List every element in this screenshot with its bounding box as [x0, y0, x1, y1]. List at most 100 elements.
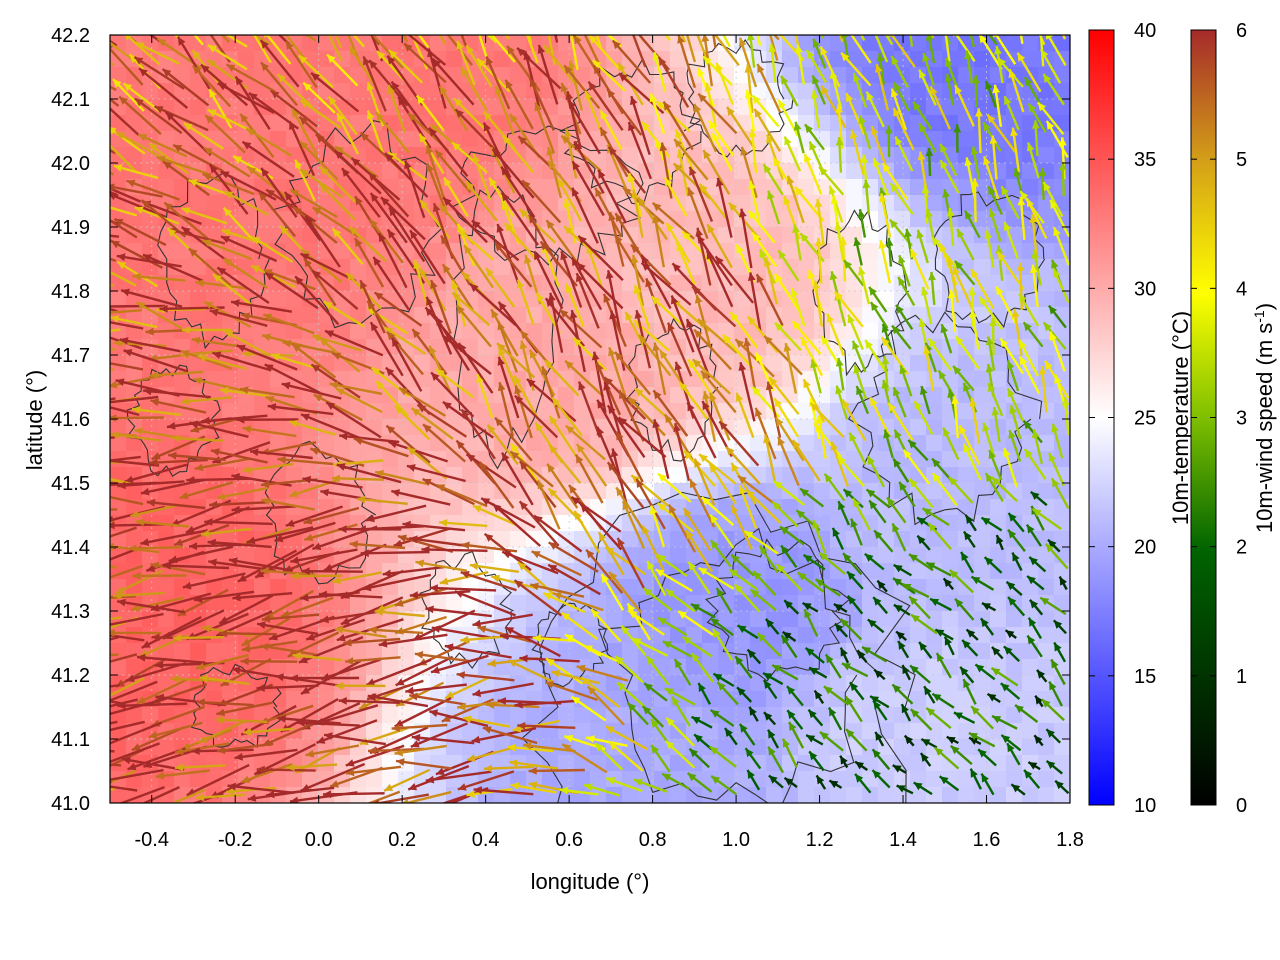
- wind-vector-head: [812, 38, 820, 48]
- wind-vector-head: [784, 136, 792, 146]
- temperature-cell: [974, 483, 991, 500]
- temperature-cell: [558, 691, 575, 708]
- temperature-cell: [206, 755, 223, 772]
- wind-vector-head: [385, 153, 394, 162]
- wind-vector-head: [939, 243, 947, 253]
- wind-vector-head: [549, 445, 558, 454]
- temperature-cell: [942, 451, 959, 468]
- wind-vector-shaft: [110, 185, 163, 198]
- wind-vector-head: [608, 347, 616, 357]
- temperature-cell: [814, 387, 831, 404]
- wind-vector-head: [518, 0, 526, 8]
- temperature-cell: [574, 707, 591, 724]
- wind-vector-head: [575, 14, 582, 23]
- wind-vector-head: [866, 489, 876, 498]
- temperature-cell: [142, 579, 159, 596]
- wind-vector-head: [135, 42, 145, 50]
- wind-vector-head: [55, 436, 63, 444]
- temperature-cell: [798, 35, 815, 52]
- wind-vector-head: [1003, 222, 1012, 231]
- wind-vector-shaft: [126, 179, 180, 201]
- temperature-cell: [638, 195, 655, 212]
- wind-vector-shaft: [110, 416, 164, 420]
- wind-vector-head: [1001, 186, 1009, 196]
- wind-vector-head: [338, 525, 347, 533]
- wind-vector-head: [803, 379, 811, 389]
- temperature-cell: [1022, 179, 1039, 196]
- wind-vector-shaft: [172, 143, 225, 173]
- temperature-cell: [702, 291, 719, 308]
- wind-vector-head: [600, 127, 608, 137]
- wind-vector-head: [930, 86, 938, 96]
- wind-vector-head: [398, 534, 407, 543]
- wind-vector-shaft: [697, 92, 738, 135]
- wind-vector-head: [573, 35, 582, 45]
- temperature-cell: [526, 179, 543, 196]
- temperature-cell: [1022, 595, 1039, 612]
- temperature-cell: [238, 435, 255, 452]
- wind-vector-shaft: [740, 146, 758, 199]
- temperature-cell: [206, 611, 223, 628]
- wind-vector-shaft: [753, 108, 782, 152]
- temperature-cell: [862, 35, 879, 52]
- wind-vector-shaft: [652, 389, 689, 437]
- wind-vector-head: [325, 330, 335, 338]
- wind-vector-shaft: [216, 486, 270, 500]
- temperature-cell: [798, 675, 815, 692]
- wind-vector-head: [301, 249, 311, 258]
- wind-vector-shaft: [222, 257, 269, 289]
- wind-vector-head: [800, 488, 809, 497]
- wind-vector-head: [355, 238, 363, 248]
- wind-vector-shaft: [593, 351, 607, 413]
- wind-vector-shaft: [490, 35, 516, 63]
- temperature-cell: [974, 723, 991, 740]
- wind-vector-head: [304, 533, 314, 542]
- wind-vector-head: [715, 177, 724, 187]
- wind-vector-head: [658, 473, 667, 482]
- wind-vector-head: [441, 235, 449, 245]
- temperature-cell: [734, 611, 751, 628]
- temperature-cell: [798, 787, 815, 803]
- wind-vector-head: [421, 545, 430, 554]
- wind-vector-head: [608, 146, 617, 156]
- temperature-cell: [1022, 563, 1039, 580]
- temperature-cell: [462, 195, 479, 212]
- temperature-cell: [430, 259, 447, 276]
- wind-vector-shaft: [304, 35, 317, 42]
- wind-vector-head: [932, 237, 941, 246]
- wind-vector-head: [455, 109, 464, 118]
- wind-vector-shaft: [541, 365, 561, 419]
- temperature-cell: [430, 435, 447, 452]
- wind-vector-shaft: [277, 35, 291, 46]
- wind-vector-shaft: [492, 503, 541, 547]
- temperature-cell: [350, 691, 367, 708]
- wind-vector-shaft: [567, 99, 601, 155]
- temperature-cell: [990, 515, 1007, 532]
- temperature-cell: [734, 163, 751, 180]
- wind-vector-head: [702, 391, 710, 400]
- wind-vector-shaft: [360, 550, 430, 555]
- wind-vector-head: [881, 380, 890, 389]
- wind-vector-shaft: [739, 362, 756, 422]
- temperature-cell: [462, 131, 479, 148]
- wind-vector-head: [874, 64, 883, 73]
- temperature-cell: [478, 227, 495, 244]
- temperature-cell: [558, 755, 575, 772]
- wind-vector-head: [417, 404, 427, 413]
- temperature-cell: [270, 131, 287, 148]
- wind-vector-head: [571, 257, 580, 267]
- wind-vector-shaft: [110, 270, 137, 287]
- temperature-cell: [1038, 195, 1055, 212]
- temperature-cell: [1006, 275, 1023, 292]
- wind-vector-head: [869, 286, 877, 296]
- wind-vector-shaft: [617, 416, 667, 458]
- wind-vector-shaft: [264, 363, 321, 394]
- wind-vector-shaft: [430, 279, 452, 335]
- wind-vector-head: [548, 292, 556, 302]
- wind-vector-head: [117, 261, 127, 270]
- temperature-cell: [622, 339, 639, 356]
- temperature-cell: [526, 611, 543, 628]
- wind-vector-shaft: [670, 295, 695, 353]
- temperature-cell: [270, 659, 287, 676]
- wind-vector-shaft: [209, 309, 268, 327]
